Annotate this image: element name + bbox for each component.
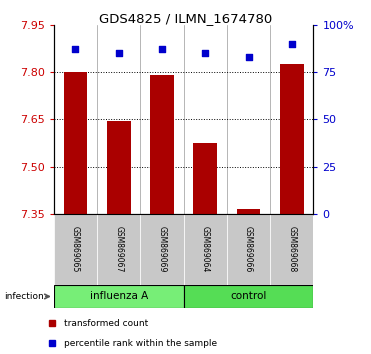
Text: GSM869067: GSM869067 [114,226,123,273]
Text: GSM869066: GSM869066 [244,226,253,273]
Point [116,50,122,56]
Bar [184,214,227,285]
Text: influenza A: influenza A [89,291,148,302]
Bar [193,143,217,214]
Text: percentile rank within the sample: percentile rank within the sample [64,339,217,348]
Bar [184,285,313,308]
Bar [107,121,131,214]
Text: GSM869064: GSM869064 [201,226,210,273]
Bar [54,285,184,308]
Text: infection: infection [4,292,43,301]
Text: GSM869069: GSM869069 [158,226,167,273]
Bar [280,64,304,214]
Point [246,54,252,60]
Bar [54,214,97,285]
Bar [227,214,270,285]
Bar [63,72,87,214]
Point [202,50,208,56]
Text: control: control [230,291,267,302]
Text: transformed count: transformed count [64,319,148,328]
Point [72,47,78,52]
Point [289,41,295,46]
Text: GSM869065: GSM869065 [71,226,80,273]
Bar [270,214,313,285]
Text: GDS4825 / ILMN_1674780: GDS4825 / ILMN_1674780 [99,12,272,25]
Point [159,47,165,52]
Bar [97,214,140,285]
Bar [237,210,260,214]
Text: GSM869068: GSM869068 [288,227,296,273]
Bar [150,75,174,214]
Bar [140,214,184,285]
